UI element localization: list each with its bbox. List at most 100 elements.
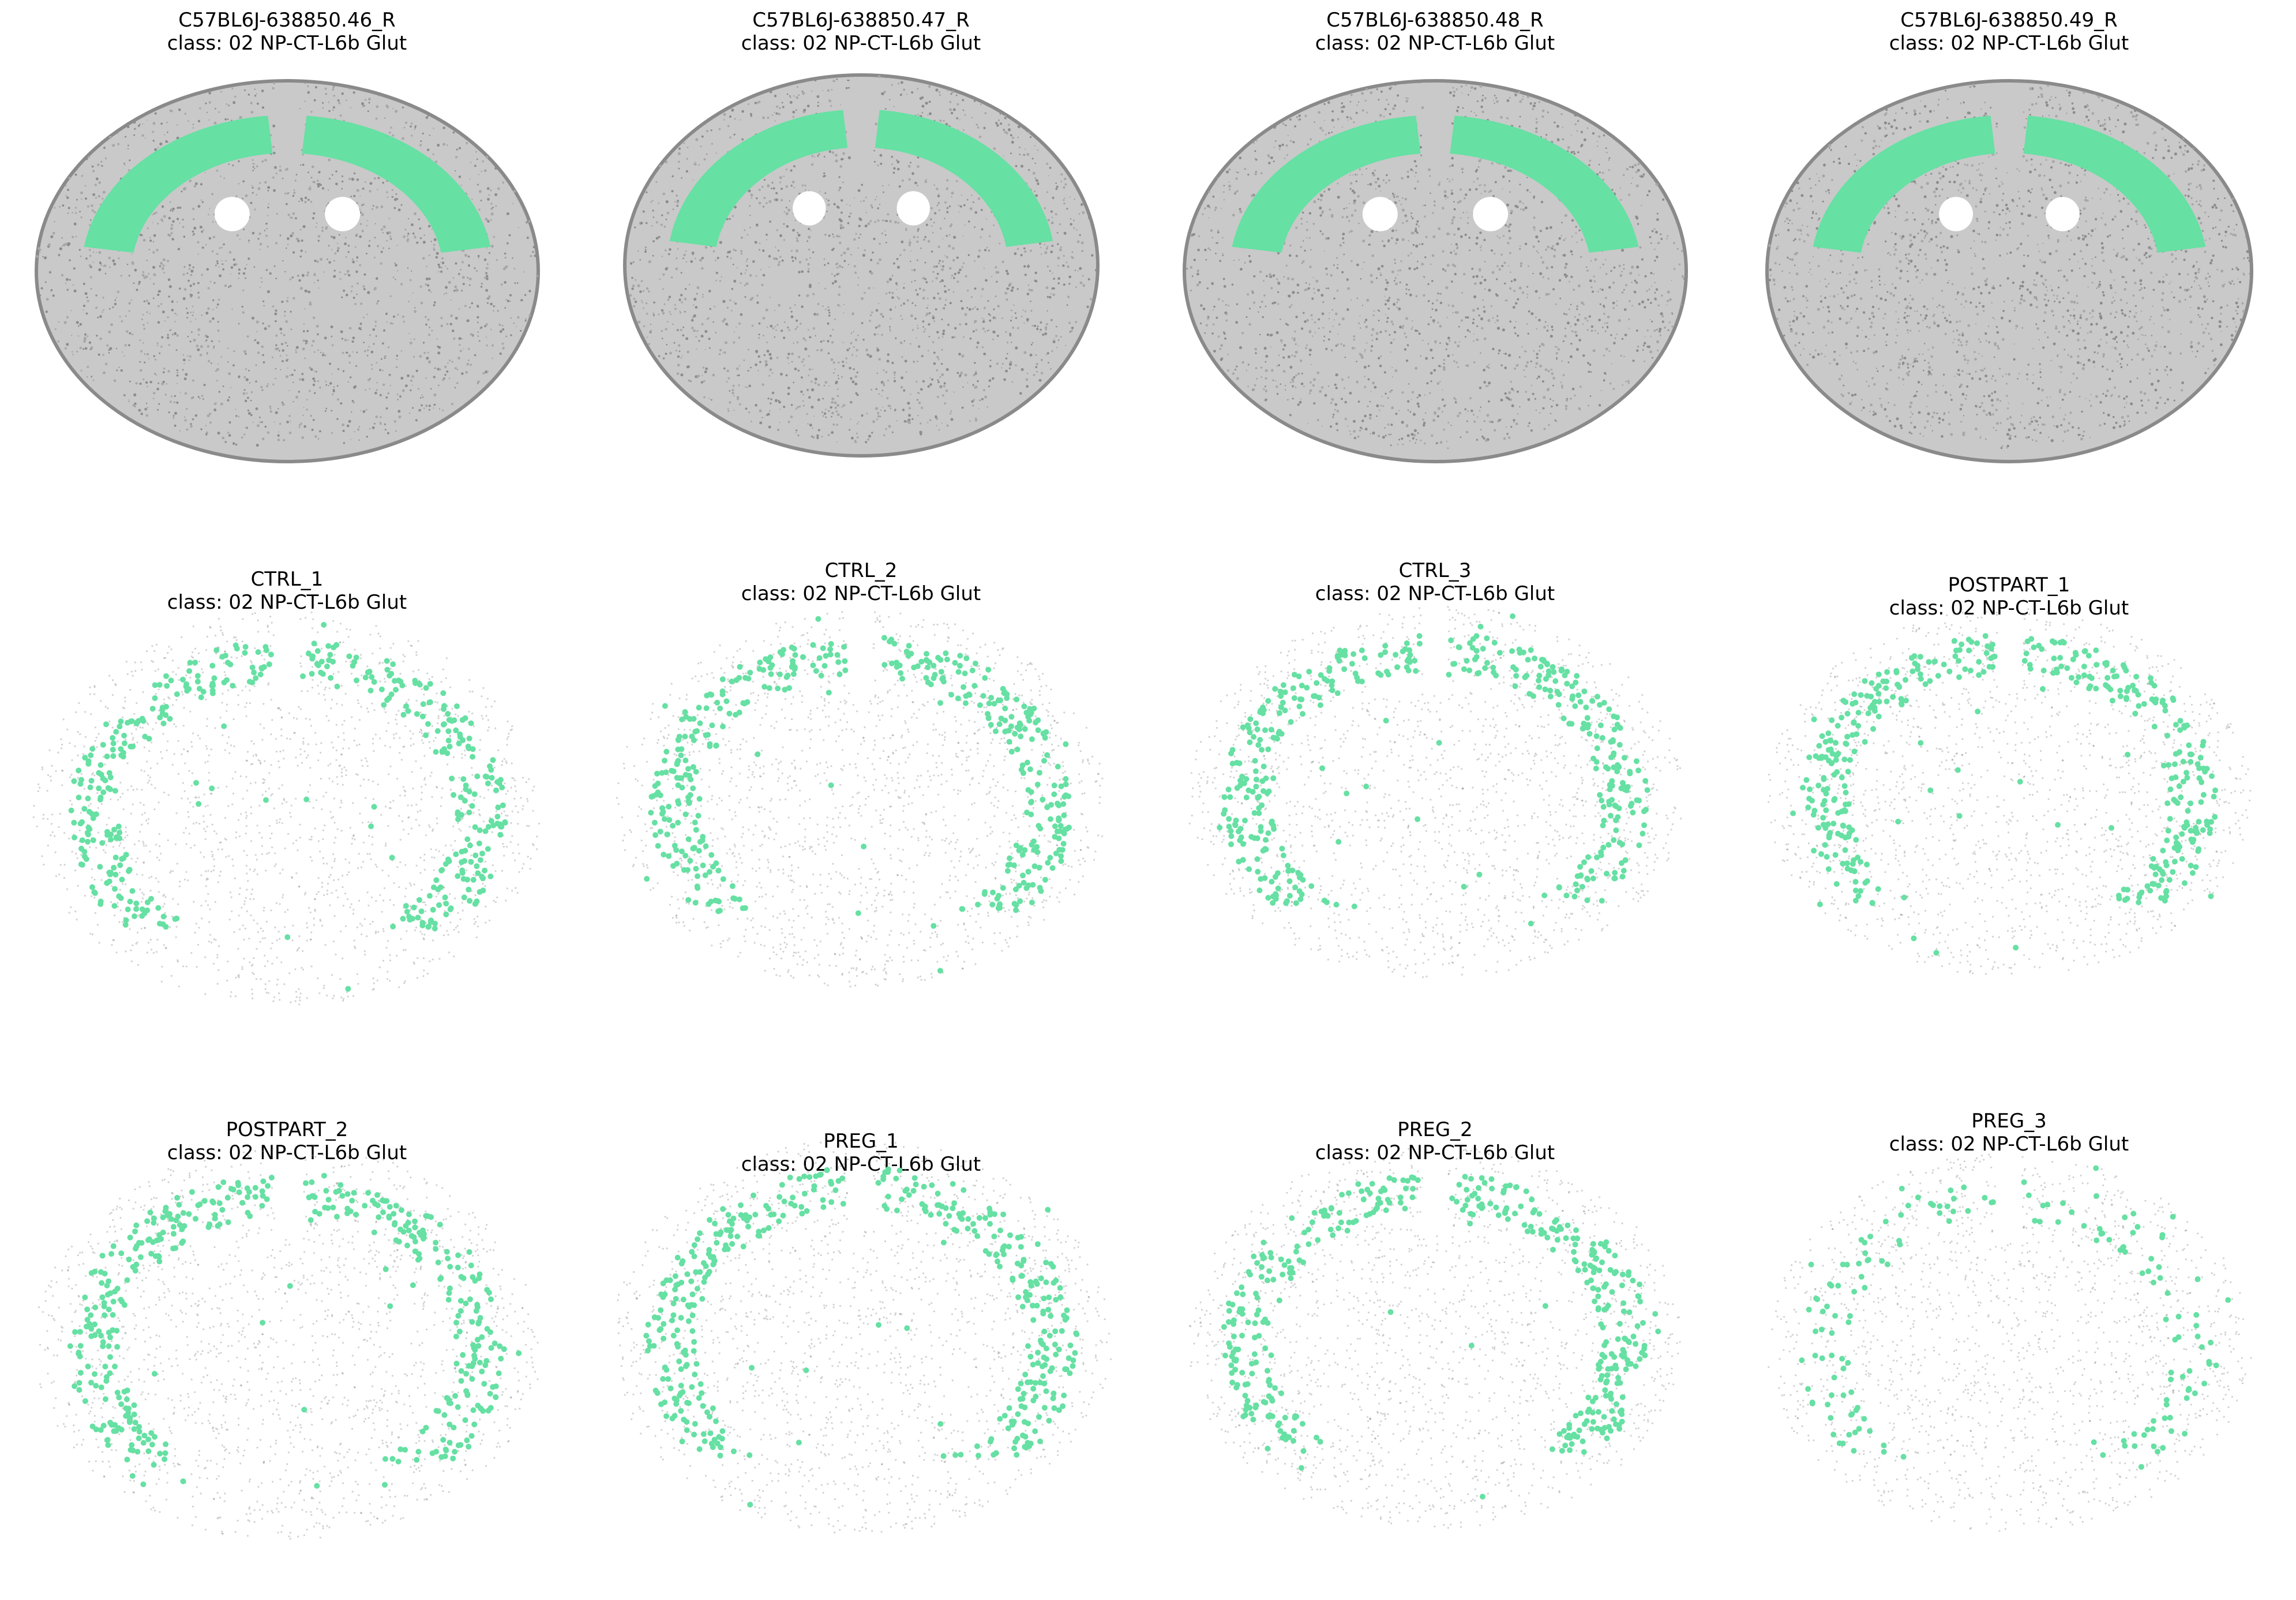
background-cell: [686, 147, 689, 148]
background-cell: [661, 256, 663, 257]
background-cell: [1519, 183, 1521, 186]
background-cell: [102, 297, 104, 299]
background-cell: [346, 256, 347, 258]
background-cell: [792, 115, 795, 118]
background-cell: [183, 288, 187, 291]
background-cell: [275, 347, 278, 351]
background-cell: [351, 258, 354, 261]
background-cell: [411, 270, 412, 272]
background-cell: [768, 374, 771, 377]
background-cell: [188, 268, 191, 270]
background-cell: [831, 273, 833, 275]
background-cell: [980, 236, 982, 238]
background-cell: [502, 325, 504, 327]
background-cell: [154, 112, 157, 115]
background-cell: [781, 329, 783, 332]
background-cell: [1190, 290, 1192, 291]
background-cell: [134, 406, 136, 407]
background-cell: [259, 421, 261, 424]
background-cell: [201, 395, 204, 397]
background-cell: [795, 258, 797, 261]
background-cell: [1560, 235, 1562, 237]
background-cell: [200, 183, 203, 186]
background-cell: [723, 119, 725, 121]
background-cell: [360, 410, 362, 411]
background-cell: [769, 368, 772, 372]
background-cell: [321, 229, 324, 233]
background-cell: [974, 385, 978, 389]
background-cell: [1255, 377, 1258, 380]
background-cell: [208, 237, 212, 240]
background-cell: [1514, 290, 1515, 291]
background-cell: [1460, 85, 1463, 88]
background-cell: [352, 260, 355, 264]
background-cell: [419, 397, 422, 399]
background-cell: [302, 339, 306, 342]
background-cell: [951, 192, 954, 195]
background-cell: [754, 241, 757, 244]
background-cell: [1017, 125, 1021, 129]
background-cell: [120, 275, 122, 277]
background-cell: [761, 383, 764, 386]
background-cell: [1357, 400, 1360, 403]
background-cell: [433, 128, 434, 129]
background-cell: [358, 426, 361, 428]
background-cell: [275, 377, 276, 380]
background-cell: [493, 236, 496, 238]
background-cell: [1305, 282, 1307, 284]
background-cell: [1003, 155, 1004, 156]
background-cell: [851, 354, 854, 356]
background-cell: [983, 306, 986, 309]
background-cell: [933, 265, 936, 268]
background-cell: [721, 276, 723, 278]
background-cell: [171, 334, 174, 336]
background-cell: [327, 189, 329, 191]
background-cell: [1559, 297, 1562, 299]
background-cell: [740, 236, 744, 239]
background-cell: [227, 118, 229, 120]
background-cell: [939, 260, 941, 262]
background-cell: [1458, 411, 1461, 415]
panel-1: C57BL6J-638850.46_R class: 02 NP-CT-L6b …: [0, 0, 574, 533]
background-cell: [216, 260, 219, 263]
background-cell: [976, 308, 979, 310]
background-cell: [983, 126, 986, 129]
background-cell: [206, 353, 208, 355]
background-cell: [652, 200, 654, 201]
background-cell: [1024, 250, 1027, 253]
background-cell: [1197, 269, 1199, 271]
background-cell: [802, 92, 805, 95]
background-cell: [482, 372, 485, 375]
background-cell: [1621, 338, 1624, 340]
background-cell: [425, 283, 427, 286]
background-cell: [419, 355, 422, 358]
background-cell: [794, 257, 797, 259]
background-cell: [166, 121, 168, 123]
background-cell: [811, 90, 813, 92]
background-cell: [267, 431, 270, 434]
background-cell: [322, 354, 324, 357]
background-cell: [216, 306, 218, 309]
background-cell: [464, 137, 466, 138]
background-cell: [1582, 303, 1585, 306]
background-cell: [744, 296, 746, 298]
background-cell: [1045, 247, 1048, 250]
background-cell: [292, 212, 295, 215]
background-cell: [1657, 350, 1659, 351]
background-cell: [446, 323, 449, 325]
background-cell: [427, 148, 430, 151]
background-cell: [374, 325, 377, 327]
background-cell: [924, 180, 928, 183]
background-cell: [156, 387, 159, 391]
background-cell: [306, 409, 308, 411]
background-cell: [1057, 282, 1060, 284]
background-cell: [775, 399, 778, 402]
background-cell: [976, 123, 978, 126]
background-cell: [850, 418, 851, 420]
background-cell: [1004, 115, 1007, 117]
background-cell: [267, 206, 269, 209]
background-cell: [891, 362, 894, 364]
background-cell: [703, 396, 706, 399]
background-cell: [323, 271, 325, 273]
background-cell: [1037, 182, 1040, 185]
